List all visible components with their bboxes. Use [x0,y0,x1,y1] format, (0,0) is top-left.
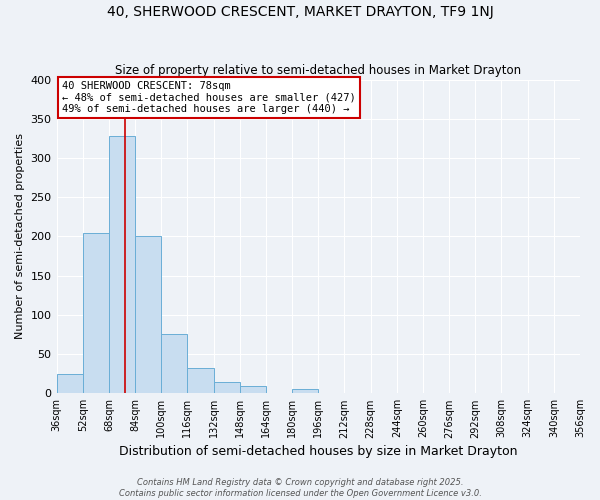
Title: Size of property relative to semi-detached houses in Market Drayton: Size of property relative to semi-detach… [115,64,521,77]
Bar [266,392,292,394]
Text: Contains HM Land Registry data © Crown copyright and database right 2025.
Contai: Contains HM Land Registry data © Crown c… [119,478,481,498]
Text: 40 SHERWOOD CRESCENT: 78sqm
← 48% of semi-detached houses are smaller (427)
49% : 40 SHERWOOD CRESCENT: 78sqm ← 48% of sem… [62,81,356,114]
Bar [135,236,161,394]
Y-axis label: Number of semi-detached properties: Number of semi-detached properties [15,134,25,340]
Bar [554,392,580,394]
Bar [161,334,187,394]
Bar [56,374,83,394]
Bar [292,388,318,394]
Text: 40, SHERWOOD CRESCENT, MARKET DRAYTON, TF9 1NJ: 40, SHERWOOD CRESCENT, MARKET DRAYTON, T… [107,5,493,19]
Bar [240,386,266,394]
X-axis label: Distribution of semi-detached houses by size in Market Drayton: Distribution of semi-detached houses by … [119,444,518,458]
Bar [214,382,240,394]
Bar [187,368,214,394]
Bar [83,232,109,394]
Bar [109,136,135,394]
